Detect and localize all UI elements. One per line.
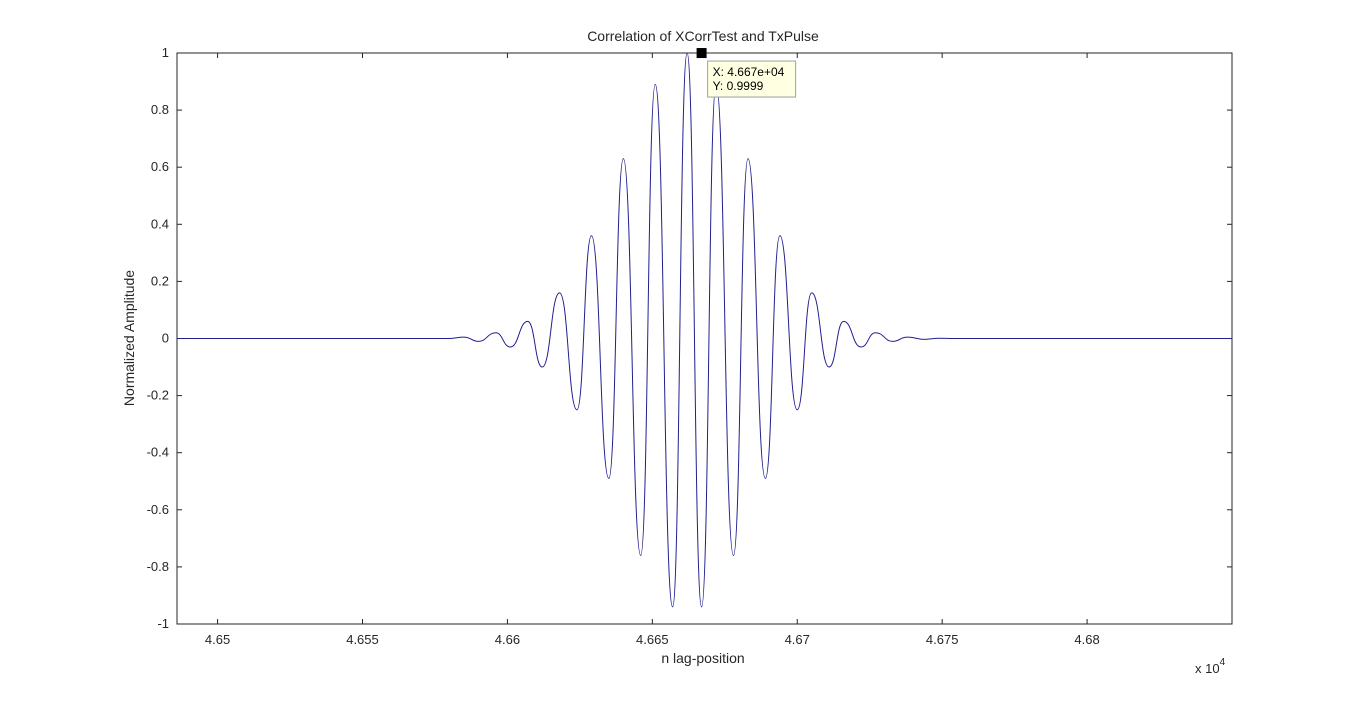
x-tick-label: 4.65 (205, 632, 230, 647)
y-tick-label: 0.4 (151, 216, 169, 231)
y-tick-label: 0.8 (151, 102, 169, 117)
x-axis-multiplier: x 104 (1195, 657, 1226, 676)
y-tick-label: 0.6 (151, 159, 169, 174)
x-tick-label: 4.655 (346, 632, 379, 647)
series-line (177, 52, 1232, 608)
y-tick-label: -0.6 (147, 502, 169, 517)
y-tick-label: -1 (157, 616, 169, 631)
y-tick-label: 1 (162, 45, 169, 60)
x-tick-label: 4.675 (926, 632, 959, 647)
x-tick-label: 4.665 (636, 632, 669, 647)
x-axis-label: n lag-position (661, 650, 744, 666)
y-axis-label: Normalized Amplitude (121, 270, 137, 406)
x-tick-label: 4.68 (1074, 632, 1099, 647)
y-tick-label: -0.8 (147, 559, 169, 574)
datatip-marker[interactable] (696, 48, 707, 59)
datatip[interactable]: X: 4.667e+04 Y: 0.9999 (696, 48, 797, 98)
y-axis: 1 0.8 0.6 0.4 0.2 0 -0.2 -0.4 -0.6 -0.8 -1 (147, 45, 1232, 631)
x-axis: 4.65 4.655 4.66 4.665 4.67 4.675 4.68 (205, 53, 1100, 647)
x-axis-multiplier-base: x 10 (1195, 661, 1220, 676)
datatip-x-text: X: 4.667e+04 (713, 65, 785, 79)
y-tick-label: -0.4 (147, 445, 169, 460)
chart-title: Correlation of XCorrTest and TxPulse (587, 28, 819, 44)
y-tick-label: -0.2 (147, 388, 169, 403)
y-tick-label: 0 (162, 331, 169, 346)
x-axis-multiplier-exponent: 4 (1220, 657, 1226, 668)
y-tick-label: 0.2 (151, 273, 169, 288)
x-tick-label: 4.67 (785, 632, 810, 647)
datatip-y-text: Y: 0.9999 (713, 79, 764, 93)
x-tick-label: 4.66 (495, 632, 520, 647)
datatip-box (707, 60, 797, 98)
